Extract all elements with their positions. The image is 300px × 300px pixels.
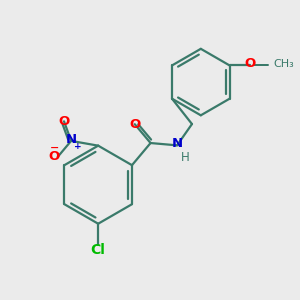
Text: O: O [129,118,140,131]
Text: CH₃: CH₃ [274,59,294,69]
Text: O: O [58,115,70,128]
Text: O: O [49,150,60,163]
Text: +: + [74,142,81,151]
Text: H: H [181,151,190,164]
Text: −: − [50,142,59,153]
Text: Cl: Cl [91,243,106,257]
Text: N: N [66,133,77,146]
Text: N: N [172,137,183,150]
Text: O: O [245,58,256,70]
